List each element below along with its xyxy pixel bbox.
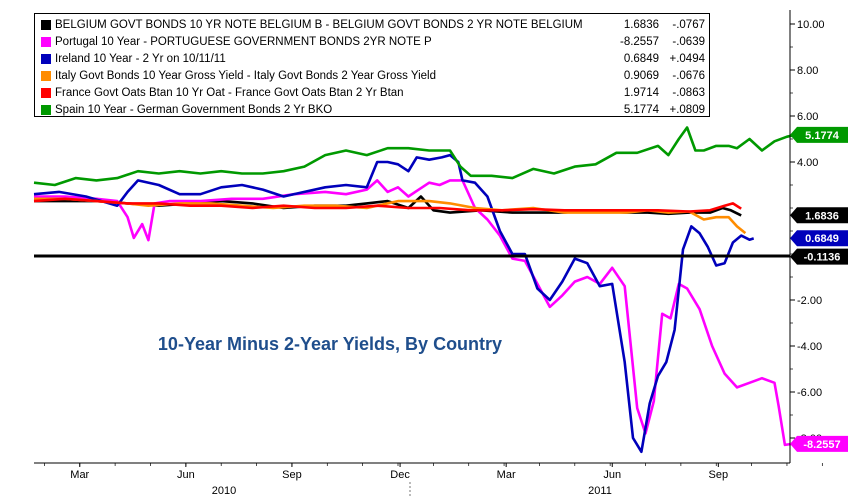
y-tick-label: 6.00 bbox=[797, 111, 818, 123]
x-axis-ticks: Mar Jun Sep Dec Mar Jun Sep 2010 2011 bbox=[44, 463, 823, 497]
legend-label: Spain 10 Year - German Government Bonds … bbox=[55, 104, 333, 116]
value-tag-text: 5.1774 bbox=[805, 130, 840, 142]
legend-label: France Govt Oats Btan 10 Yr Oat - France… bbox=[55, 87, 404, 99]
x-tick-label: Mar bbox=[70, 469, 89, 481]
legend-last-value: -8.2557 bbox=[619, 36, 659, 48]
x-tick-label: Sep bbox=[709, 469, 729, 481]
legend-change: +.0494 bbox=[669, 53, 706, 65]
series-line-spain bbox=[33, 126, 796, 187]
legend-last-value: 1.9714 bbox=[623, 87, 659, 99]
legend-item-spain: Spain 10 Year - German Government Bonds … bbox=[41, 102, 705, 118]
x-year-label: 2010 bbox=[212, 485, 236, 497]
legend-label: BELGIUM GOVT BONDS 10 YR NOTE BELGIUM B … bbox=[55, 19, 583, 31]
legend-change: +.0809 bbox=[669, 104, 706, 116]
value-tag-box bbox=[790, 248, 848, 265]
legend-label: Ireland 10 Year - 2 Yr on 10/11/11 bbox=[55, 53, 226, 65]
x-year-label: 2011 bbox=[588, 485, 612, 497]
legend-change: -.0676 bbox=[672, 70, 705, 82]
series-line-portugal bbox=[34, 179, 792, 447]
series-line-france bbox=[33, 197, 742, 213]
x-tick-label: Jun bbox=[603, 469, 621, 481]
legend-item-italy: Italy Govt Bonds 10 Year Gross Yield - I… bbox=[41, 68, 705, 84]
series-line-ireland bbox=[33, 153, 755, 454]
value-tag-box bbox=[790, 126, 848, 143]
x-tick-label: Dec bbox=[390, 469, 410, 481]
series-layer bbox=[33, 126, 796, 454]
value-tag-box bbox=[790, 207, 848, 224]
x-tick-label: Jun bbox=[177, 469, 195, 481]
value-tag-text: 0.6849 bbox=[805, 233, 839, 245]
value-tag: 0.6849 bbox=[790, 230, 848, 247]
legend-item-portugal: Portugal 10 Year - PORTUGUESE GOVERNMENT… bbox=[41, 34, 705, 50]
legend-swatch-ireland bbox=[41, 54, 51, 64]
legend-change: -.0639 bbox=[672, 36, 705, 48]
legend-last-value: 0.6849 bbox=[623, 53, 659, 65]
value-tag-box bbox=[790, 435, 848, 452]
y-tick-label: 8.00 bbox=[797, 65, 818, 77]
legend: BELGIUM GOVT BONDS 10 YR NOTE BELGIUM B … bbox=[34, 13, 710, 117]
legend-item-belgium: BELGIUM GOVT BONDS 10 YR NOTE BELGIUM B … bbox=[41, 17, 705, 33]
value-tag: -8.2557 bbox=[790, 435, 848, 452]
legend-last-value: 0.9069 bbox=[623, 70, 659, 82]
value-labels: 5.1774 1.6836 0.6849 -0.1136 -8.2557 bbox=[790, 126, 848, 452]
legend-swatch-spain bbox=[41, 105, 51, 115]
legend-change: -.0863 bbox=[672, 87, 705, 99]
y-tick-label: 4.00 bbox=[797, 157, 818, 169]
legend-last-value: 1.6836 bbox=[623, 19, 659, 31]
value-tag-text: -8.2557 bbox=[803, 439, 840, 451]
value-tag-text: 1.6836 bbox=[805, 210, 839, 222]
legend-swatch-italy bbox=[41, 71, 51, 81]
legend-last-value: 5.1774 bbox=[623, 104, 659, 116]
value-tag-box bbox=[790, 230, 848, 247]
legend-swatch-belgium bbox=[41, 20, 51, 30]
value-tag-text: -0.1136 bbox=[804, 252, 841, 264]
legend-swatch-portugal bbox=[41, 37, 51, 47]
y-tick-label: -2.00 bbox=[797, 295, 822, 307]
x-tick-label: Sep bbox=[282, 469, 302, 481]
legend-label: Portugal 10 Year - PORTUGUESE GOVERNMENT… bbox=[55, 36, 432, 48]
value-tag: -0.1136 bbox=[790, 248, 848, 265]
legend-label: Italy Govt Bonds 10 Year Gross Yield - I… bbox=[55, 70, 436, 82]
value-tag: 5.1774 bbox=[790, 126, 848, 143]
y-tick-label: 10.00 bbox=[797, 19, 825, 31]
legend-item-france: France Govt Oats Btan 10 Yr Oat - France… bbox=[41, 85, 705, 101]
x-tick-label: Mar bbox=[497, 469, 516, 481]
legend-change: -.0767 bbox=[672, 19, 705, 31]
legend-swatch-france bbox=[41, 88, 51, 98]
chart-annotation: 10-Year Minus 2-Year Yields, By Country bbox=[158, 334, 502, 354]
legend-item-ireland: Ireland 10 Year - 2 Yr on 10/11/11 0.684… bbox=[41, 51, 705, 67]
y-tick-label: -4.00 bbox=[797, 341, 822, 353]
value-tag: 1.6836 bbox=[790, 207, 848, 224]
y-axis-ticks: 10.008.006.004.00-2.00-4.00-6.00-8.00 bbox=[790, 19, 825, 445]
y-tick-label: -6.00 bbox=[797, 387, 822, 399]
